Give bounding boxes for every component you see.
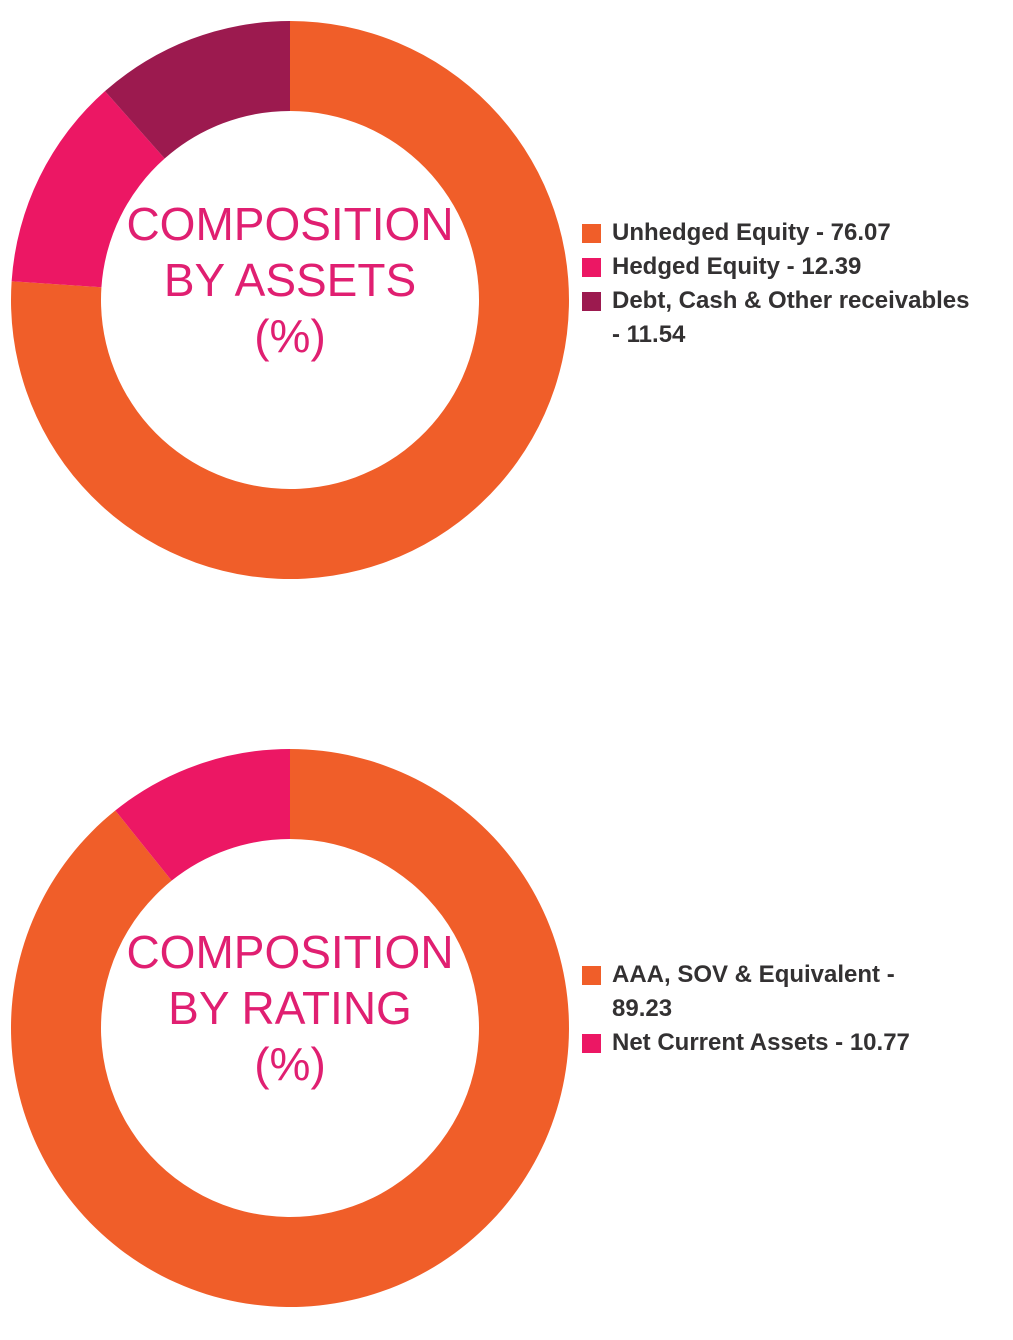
- legend-item-aaa-sov: AAA, SOV & Equivalent - 89.23: [582, 958, 1007, 1026]
- legend-swatch: [582, 292, 601, 311]
- assets-chart-title: COMPOSITION BY ASSETS (%): [84, 196, 496, 364]
- legend-label: Net Current Assets - 10.77: [612, 1029, 910, 1056]
- donut-slice-debt-cash-other-receivables: [104, 21, 290, 159]
- donut-slice-unhedged-equity: [10, 21, 570, 579]
- legend-label: AAA, SOV & Equivalent -: [612, 961, 895, 988]
- rating-chart: COMPOSITION BY RATING (%) AAA, SOV & Equ…: [0, 748, 1013, 1308]
- donut-slice-hedged-equity: [11, 91, 165, 288]
- rating-donut: [10, 749, 569, 1307]
- assets-title-line-2: BY ASSETS: [163, 254, 417, 306]
- donut-slice-aaa-sov-equivalent: [10, 749, 569, 1307]
- legend-label: Debt, Cash & Other receivables: [612, 287, 970, 314]
- legend-value: - 11.54: [612, 321, 686, 348]
- legend-label: Unhedged Equity - 76.07: [612, 219, 891, 246]
- legend-item-debt-cash-other: Debt, Cash & Other receivables - 11.54: [582, 284, 1007, 352]
- legend-item-net-current-assets: Net Current Assets - 10.77: [582, 1026, 1007, 1060]
- legend-swatch: [582, 224, 601, 243]
- assets-chart: COMPOSITION BY ASSETS (%) Unhedged Equit…: [0, 20, 1013, 580]
- rating-title-line-2: BY RATING: [168, 982, 412, 1034]
- assets-donut: [10, 21, 570, 579]
- legend-swatch: [582, 1034, 601, 1053]
- legend-item-hedged-equity: Hedged Equity - 12.39: [582, 250, 1007, 284]
- assets-title-line-3: (%): [254, 310, 326, 362]
- legend-value: 89.23: [612, 995, 673, 1022]
- legend-swatch: [582, 966, 601, 985]
- legend-item-unhedged-equity: Unhedged Equity - 76.07: [582, 216, 1007, 250]
- rating-title-line-3: (%): [254, 1038, 326, 1090]
- rating-chart-title: COMPOSITION BY RATING (%): [84, 924, 496, 1092]
- legend-label: Hedged Equity - 12.39: [612, 253, 862, 280]
- legend-swatch: [582, 258, 601, 277]
- rating-title-line-1: COMPOSITION: [126, 926, 454, 978]
- assets-title-line-1: COMPOSITION: [126, 198, 454, 250]
- rating-legend: AAA, SOV & Equivalent - 89.23 Net Curren…: [582, 958, 1007, 1060]
- donut-slice-net-current-assets: [115, 749, 290, 881]
- assets-legend: Unhedged Equity - 76.07 Hedged Equity - …: [582, 216, 1007, 352]
